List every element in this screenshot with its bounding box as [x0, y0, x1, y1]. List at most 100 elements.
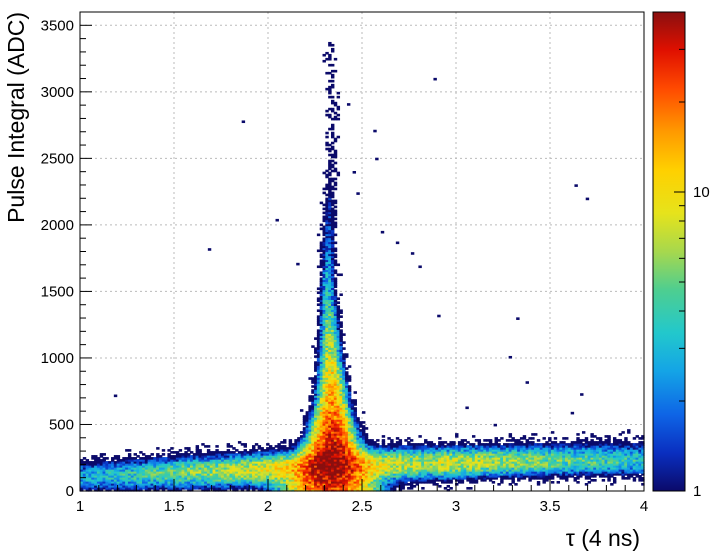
histogram-cell — [334, 269, 337, 272]
histogram-cell — [187, 447, 190, 450]
histogram-cell — [337, 118, 340, 121]
histogram-cell — [337, 305, 340, 308]
histogram-cell — [334, 218, 337, 221]
histogram-cell — [342, 347, 345, 350]
histogram-cell — [356, 417, 359, 420]
histogram-cell — [334, 206, 337, 209]
histogram-cell — [334, 150, 337, 153]
histogram-cell — [531, 437, 534, 440]
histogram-cell — [523, 435, 526, 438]
histogram-cell — [390, 439, 393, 442]
histogram-cell — [103, 453, 106, 456]
histogram-cell — [331, 74, 334, 77]
histogram-cell — [328, 114, 331, 117]
histogram-cell — [331, 48, 334, 51]
histogram-cell — [382, 439, 385, 442]
histogram-cell — [492, 481, 495, 484]
histogram-cell — [542, 437, 545, 440]
histogram-cell — [557, 481, 560, 484]
histogram-cell — [334, 222, 337, 225]
histogram-cell — [331, 146, 334, 149]
histogram-cell — [509, 433, 512, 436]
histogram-cell — [170, 447, 173, 450]
histogram-cell — [354, 407, 357, 410]
histogram-cell — [365, 433, 368, 436]
histogram-cell — [376, 439, 379, 442]
histogram-cell — [345, 371, 348, 374]
histogram-cell — [565, 437, 568, 440]
histogram-cell — [334, 168, 337, 171]
histogram-cell — [334, 277, 337, 280]
histogram-cell — [325, 136, 328, 139]
histogram-cell — [300, 409, 303, 412]
histogram-cell — [449, 487, 452, 490]
histogram-cell — [334, 178, 337, 181]
histogram-cell — [514, 483, 517, 486]
histogram-cell — [179, 449, 182, 452]
histogram-cell — [334, 242, 337, 245]
histogram-cell — [348, 385, 351, 388]
histogram-cell — [331, 44, 334, 47]
histogram-cell — [334, 200, 337, 203]
histogram-cell — [337, 114, 340, 117]
histogram-cell — [334, 254, 337, 257]
histogram-cell — [151, 453, 154, 456]
histogram-cell — [469, 487, 472, 490]
histogram-cell — [342, 333, 345, 336]
histogram-cell — [342, 341, 345, 344]
histogram-cell — [337, 263, 340, 266]
histogram-cell — [337, 92, 340, 95]
histogram-cell — [410, 439, 413, 442]
histogram-cell — [207, 445, 210, 448]
histogram-cell — [339, 293, 342, 296]
histogram-cell — [331, 80, 334, 83]
histogram-cell — [331, 108, 334, 111]
histogram-cell — [548, 437, 551, 440]
histogram-cell — [198, 449, 201, 452]
histogram-cell — [337, 297, 340, 300]
histogram-cell — [339, 273, 342, 276]
histogram-cell — [196, 445, 199, 448]
histogram-cell — [337, 301, 340, 304]
histogram-cell — [105, 457, 108, 460]
histogram-cell — [244, 443, 247, 446]
histogram-cell — [289, 439, 292, 442]
histogram-cell — [334, 234, 337, 237]
histogram-cell — [438, 485, 441, 488]
histogram-cell — [325, 132, 328, 135]
histogram-cell — [362, 411, 365, 414]
histogram-cell — [452, 441, 455, 444]
histogram-cell — [472, 435, 475, 438]
histogram-cell — [331, 192, 334, 195]
histogram-cell — [421, 487, 424, 490]
histogram-cell — [354, 399, 357, 402]
histogram-cell — [334, 248, 337, 251]
histogram-cell — [362, 421, 365, 424]
histogram-cell — [334, 58, 337, 61]
histogram-cell — [348, 365, 351, 368]
histogram-cell — [537, 439, 540, 442]
histogram-cell — [534, 433, 537, 436]
histogram-cell — [337, 136, 340, 139]
histogram-cell — [339, 309, 342, 312]
histogram-cell — [478, 439, 481, 442]
histogram-cell — [156, 447, 159, 450]
histogram-cell — [334, 289, 337, 292]
histogram-cell — [365, 427, 368, 430]
histogram-cell — [345, 353, 348, 356]
histogram-cell — [162, 453, 165, 456]
histogram-cell — [554, 437, 557, 440]
histogram-cell — [337, 106, 340, 109]
histogram-cell — [455, 433, 458, 436]
histogram-cell — [162, 449, 165, 452]
histogram-cell — [348, 375, 351, 378]
histogram-cell — [117, 455, 120, 458]
histogram-cell — [551, 431, 554, 434]
histogram-cell — [339, 321, 342, 324]
histogram-cell — [334, 259, 337, 262]
histogram-cell — [399, 439, 402, 442]
histogram-cell — [331, 124, 334, 127]
histogram-cell — [500, 437, 503, 440]
histogram-cell — [128, 453, 131, 456]
